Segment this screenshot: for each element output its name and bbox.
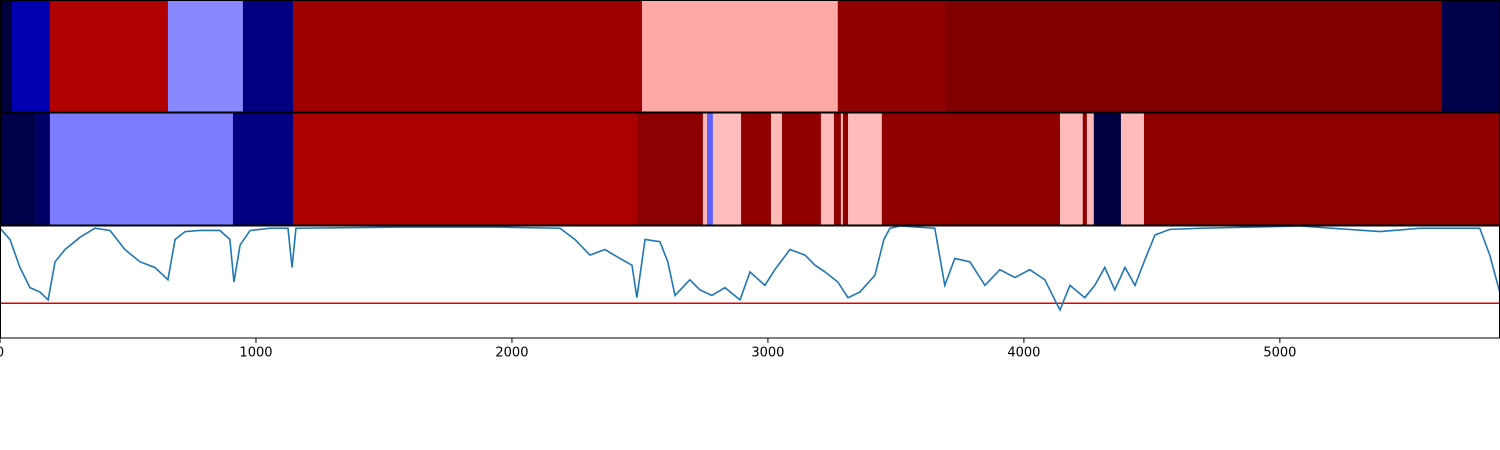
strip-segment [741,113,772,225]
strip-segment [706,113,714,225]
strip-segment [293,0,643,112]
strip-segment [949,113,1061,225]
strip-segment [881,113,951,225]
strip-segment [1093,113,1122,225]
strip-segment [35,113,51,225]
strip-segment [848,113,883,225]
panel-frame [0,225,1500,339]
x-tick-label: 1000 [239,346,272,361]
strip-segment [0,0,13,112]
strip-segment [833,113,842,225]
strip-segment [1082,113,1088,225]
strip-segment [49,0,169,112]
strip-segment [842,113,849,225]
strip-segment [1143,113,1500,225]
strip-segment [49,113,234,225]
strip-segment [232,113,294,225]
strip-segment [12,0,51,112]
strip-segment [1059,113,1084,225]
strip-segment [944,0,1443,112]
x-tick-label: 2000 [495,346,528,361]
strip-segment [837,0,946,112]
strip-segment [781,113,822,225]
x-tick-label: 0 [0,346,4,361]
strip-segment [167,0,244,112]
strip-segment [293,113,638,225]
x-tick-label: 4000 [1007,346,1040,361]
data-line [0,225,1500,312]
strip-segment [702,113,708,225]
x-tick-label: 5000 [1263,346,1296,361]
strip-segment [641,0,839,112]
strip-segment [1120,113,1145,225]
strip-segment [1086,113,1095,225]
strip-segment [712,113,742,225]
strip-segment [242,0,294,112]
strip-segment [1441,0,1500,112]
strip-segment [840,113,844,225]
strip-segment [770,113,783,225]
x-tick-label: 3000 [751,346,784,361]
strip-segment [636,113,704,225]
strip-segment [0,113,36,225]
strip-segment [820,113,835,225]
